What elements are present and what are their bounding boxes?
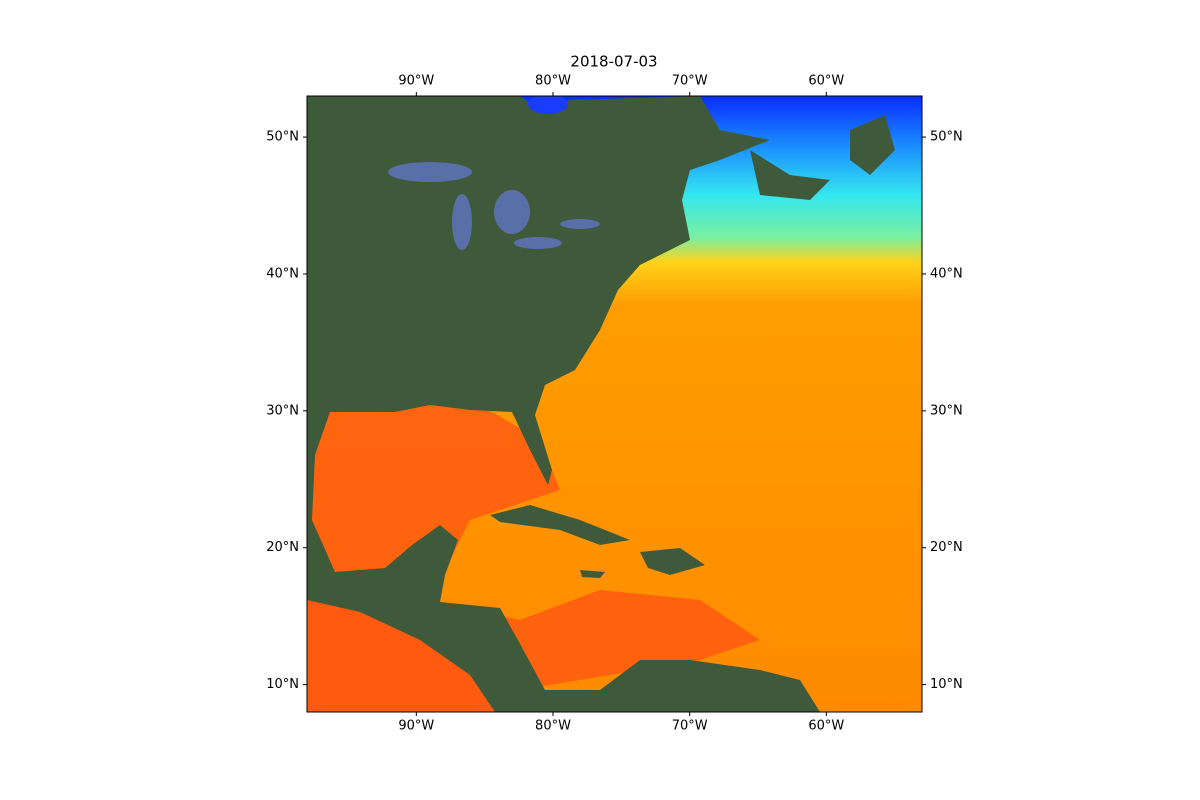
y-tick-label-left: 50°N (266, 130, 299, 145)
y-tick-label-left: 10°N (266, 677, 299, 692)
x-tick-label-bottom: 70°W (672, 719, 708, 734)
jamaica (580, 570, 605, 578)
cuba (490, 505, 630, 545)
lake-superior (388, 162, 472, 182)
hudson-bay (528, 96, 568, 114)
lake-ontario (560, 219, 600, 229)
x-tick-label-bottom: 80°W (535, 719, 571, 734)
y-tick-label-left: 40°N (266, 266, 299, 281)
map-image (307, 96, 922, 712)
y-tick-label-right: 10°N (930, 677, 963, 692)
x-tick-label-top: 70°W (672, 74, 708, 89)
y-tick-label-left: 20°N (266, 540, 299, 555)
lake-huron (494, 190, 530, 234)
y-tick-label-left: 30°N (266, 403, 299, 418)
hispaniola (640, 548, 705, 575)
y-tick-label-right: 20°N (930, 540, 963, 555)
lake-michigan (452, 194, 472, 250)
nova-scotia (750, 150, 830, 200)
map-title: 2018-07-03 (570, 53, 657, 71)
y-tick-label-right: 40°N (930, 266, 963, 281)
map-frame (306, 95, 923, 713)
y-tick-label-right: 50°N (930, 130, 963, 145)
x-tick-label-bottom: 90°W (398, 719, 434, 734)
x-tick-label-top: 60°W (808, 74, 844, 89)
pacific (307, 600, 495, 712)
x-tick-label-top: 90°W (398, 74, 434, 89)
y-tick-label-right: 30°N (930, 403, 963, 418)
x-tick-label-bottom: 60°W (808, 719, 844, 734)
lake-erie (514, 237, 562, 249)
x-tick-label-top: 80°W (535, 74, 571, 89)
newfoundland (850, 115, 895, 175)
land (307, 96, 820, 712)
